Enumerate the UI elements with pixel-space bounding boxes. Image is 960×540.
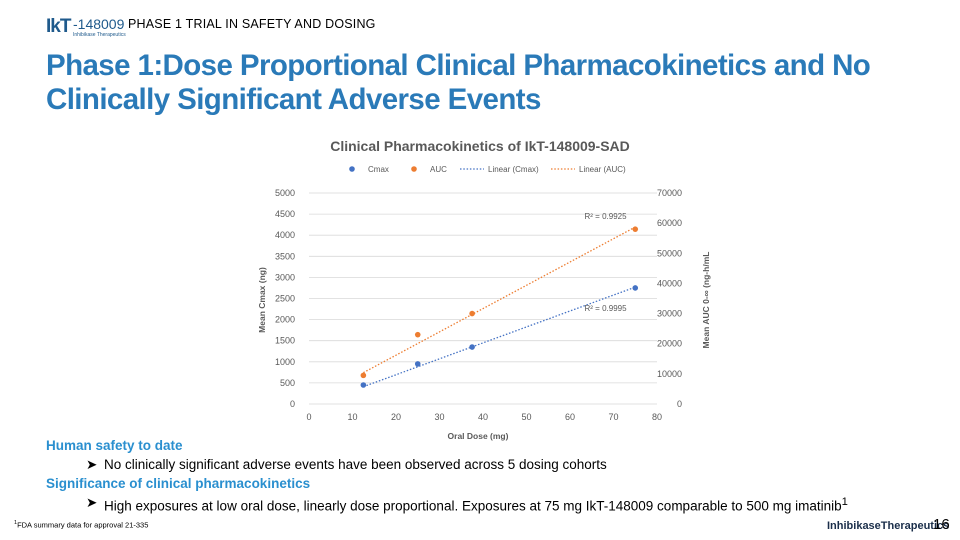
trendlines: R² = 0.9995 R² = 0.9925: [363, 212, 636, 388]
legend-label: Cmax: [368, 165, 389, 174]
r2-label-cmax: R² = 0.9995: [585, 304, 628, 313]
y2-tick-label: 40000: [657, 278, 682, 288]
pk-chart: Clinical Pharmacokinetics of IkT-148009-…: [257, 138, 711, 441]
arrow-bullet-icon: ➤: [86, 495, 98, 510]
bullet-text-pk: High exposures at low oral dose, linearl…: [104, 498, 842, 514]
x-tick-label: 10: [347, 412, 357, 422]
y2-tick-label: 30000: [657, 309, 682, 319]
y2-tick-label: 50000: [657, 248, 682, 258]
section-label: PHASE 1 TRIAL IN SAFETY AND DOSING: [128, 17, 376, 31]
data-point: [632, 226, 639, 232]
y2-axis-label: Mean AUC 0-∞ (ng-h/mL: [701, 252, 711, 349]
legend-label: Linear (Cmax): [488, 165, 539, 174]
y-axis-label: Mean Cmax (ng): [257, 267, 267, 333]
y-tick-label: 1500: [275, 336, 295, 346]
x-tick-label: 80: [652, 412, 662, 422]
x-tick-label: 0: [306, 412, 311, 422]
data-point: [469, 344, 475, 350]
r2-label-auc: R² = 0.9925: [585, 212, 628, 221]
y2-tick-label: 20000: [657, 339, 682, 349]
y-tick-label: 500: [280, 378, 295, 388]
x-tick-label: 70: [608, 412, 618, 422]
bullet-item-pk: ➤ High exposures at low oral dose, linear…: [46, 493, 946, 516]
data-point: [360, 372, 367, 379]
y-tick-label: 4000: [275, 230, 295, 240]
logo-number: -148009: [73, 16, 125, 32]
y2-tick-label: 70000: [657, 188, 682, 198]
footnote-ref: 1: [841, 496, 848, 508]
page-number: 16: [933, 516, 950, 533]
chart-grid: [309, 192, 657, 405]
y2-tick-label: 0: [677, 399, 682, 409]
y2-tick-label: 60000: [657, 218, 682, 228]
data-point: [414, 331, 421, 338]
x-axis-label: Oral Dose (mg): [448, 431, 509, 441]
data-point: [360, 382, 367, 388]
y-tick-label: 5000: [275, 188, 295, 198]
y2-tick-label: 10000: [657, 369, 682, 379]
logo-subtitle: Inhibikase Therapeutics: [73, 32, 126, 38]
arrow-bullet-icon: ➤: [86, 457, 98, 472]
bullet-text-safety: No clinically significant adverse events…: [104, 457, 607, 472]
logo-ikt: IkT: [46, 16, 71, 37]
y-tick-label: 0: [290, 399, 295, 409]
bullet-heading-pk: Significance of clinical pharmacokinetic…: [46, 476, 311, 491]
y-tick-label: 3500: [275, 251, 295, 261]
y-tick-label: 2000: [275, 315, 295, 325]
y-tick-label: 2500: [275, 294, 295, 304]
legend-label: AUC: [430, 165, 447, 174]
legend-marker: [349, 166, 355, 172]
footnote-marker: 1: [14, 520, 18, 526]
footnote-text: FDA summary data for approval 21-335: [17, 520, 149, 530]
bullet-item-safety: ➤ No clinically significant adverse event…: [46, 455, 946, 474]
company-logo: IkT -148009 Inhibikase Therapeutics: [46, 16, 126, 40]
trendline: [363, 226, 636, 374]
legend-label: Linear (AUC): [579, 165, 626, 174]
x-tick-label: 20: [391, 412, 401, 422]
y-tick-label: 3000: [275, 272, 295, 282]
data-points: [360, 226, 639, 388]
chart-title: Clinical Pharmacokinetics of IkT-148009-…: [330, 138, 630, 154]
page-title: Phase 1:Dose Proportional Clinical Pharm…: [46, 49, 871, 116]
x-axis-ticks: 0 10 20 30 40 50 60 70 80: [306, 412, 662, 422]
x-tick-label: 40: [478, 412, 488, 422]
legend-marker: [411, 166, 417, 172]
trendline: [363, 286, 636, 388]
bullet-heading-safety: Human safety to date: [46, 438, 183, 453]
footnote: 1FDA summary data for approval 21-335: [14, 520, 148, 530]
y-axis-ticks: 0 500 1000 1500 2000 2500 3000 3500 4000 4500 5000: [275, 188, 295, 409]
y-tick-label: 1000: [275, 357, 295, 367]
brand-name: InhibikaseTherapeutics: [827, 520, 950, 532]
chart-legend: Cmax AUC Linear (Cmax) Linear (AUC): [349, 165, 626, 174]
y-tick-label: 4500: [275, 209, 295, 219]
x-tick-label: 60: [565, 412, 575, 422]
x-tick-label: 50: [521, 412, 531, 422]
bullet-list: Human safety to date ➤ No clinically sign…: [46, 436, 946, 516]
data-point: [414, 361, 421, 367]
y2-axis-ticks: 0 10000 20000 30000 40000 50000 60000 70000: [657, 188, 682, 409]
data-point: [632, 285, 639, 291]
data-point: [469, 310, 475, 317]
x-tick-label: 30: [434, 412, 444, 422]
